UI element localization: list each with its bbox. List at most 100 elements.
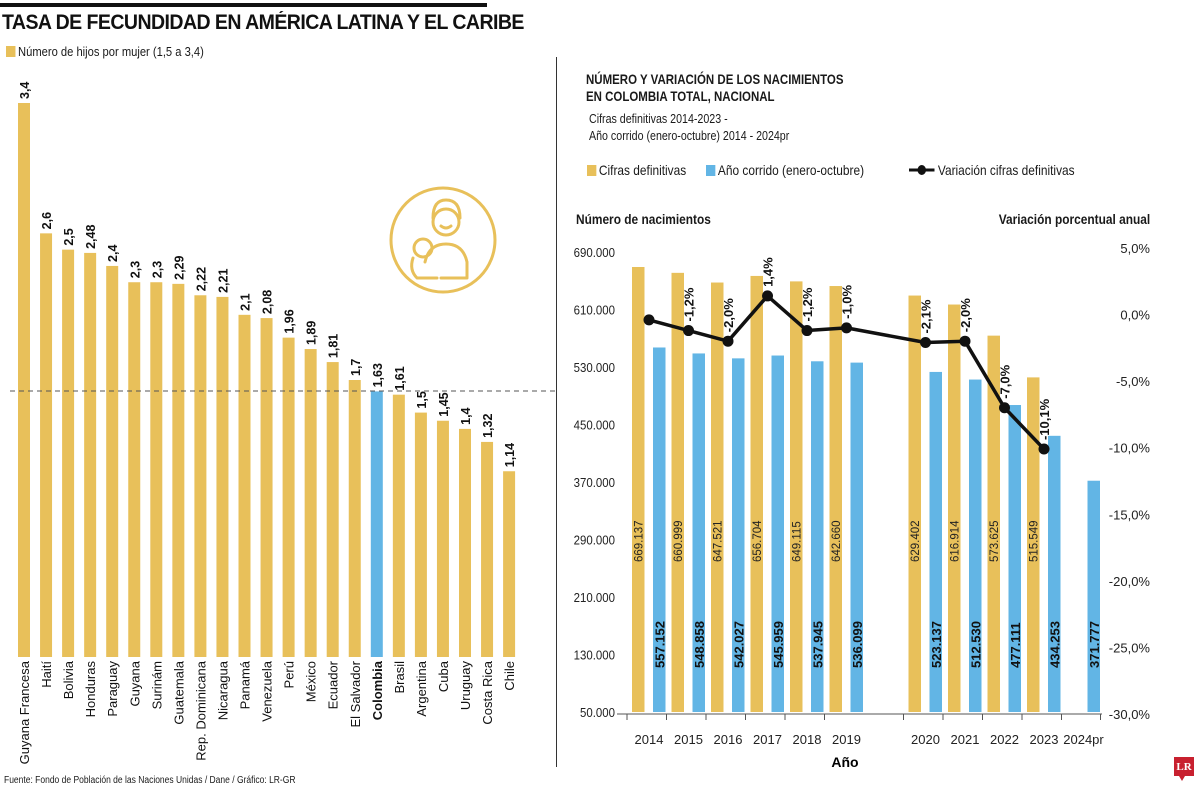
country-label: Guyana (127, 660, 142, 706)
legend-label-ano-corrido: Año corrido (enero-octubre) (717, 162, 865, 178)
country-label: Rep. Dominicana (193, 660, 208, 760)
left-axis-tick: 690.000 (574, 245, 616, 260)
fertility-value-label: 1,63 (371, 363, 385, 387)
x-tick-label: 2016 (714, 732, 743, 747)
ano-corrido-bar (969, 379, 982, 712)
fertility-bar (304, 349, 317, 657)
right-axis-tick: -15,0% (1109, 507, 1151, 522)
definitivas-bar (711, 282, 724, 712)
country-label: Surinám (149, 661, 164, 709)
definitivas-bar (790, 281, 803, 712)
variation-value-label: -7,0% (998, 364, 1013, 398)
x-tick-label: 2020 (911, 732, 940, 747)
right-axis-tick: -10,0% (1109, 441, 1151, 456)
variation-point (643, 314, 655, 326)
ano-corrido-bar (811, 361, 824, 712)
ano-corrido-bar (653, 347, 666, 712)
fertility-value-label: 1,96 (283, 309, 297, 333)
left-axis-tick: 210.000 (574, 590, 616, 605)
definitivas-bar (908, 295, 921, 712)
variation-point (920, 337, 931, 349)
country-label: Perú (282, 661, 297, 688)
fertility-bar (326, 362, 339, 657)
right-axis-tick: 0,0% (1120, 308, 1150, 323)
legend-label-variacion: Variación cifras definitivas (937, 162, 1075, 178)
fertility-bar (348, 380, 361, 657)
country-label: Bolivia (61, 660, 76, 699)
fertility-bar (84, 252, 97, 657)
definitivas-bar (671, 272, 684, 712)
x-tick-label: 2024pr (1063, 732, 1104, 747)
country-label: Uruguay (458, 661, 473, 711)
variation-point (959, 335, 971, 347)
legend-swatch-blue (706, 164, 716, 176)
lr-logo: LR (1174, 757, 1194, 781)
ano-corrido-value-label: 545.959 (771, 621, 786, 668)
legend-item-definitivas: Cifras definitivas (587, 162, 686, 178)
country-label: Guyana Francesa (17, 660, 32, 764)
country-label: Venezuela (260, 660, 275, 721)
fertility-bar (216, 296, 229, 657)
fertility-bar (370, 391, 383, 657)
left-legend: Número de hijos por mujer (1,5 a 3,4) (6, 44, 204, 59)
fertility-value-label: 2,48 (84, 225, 98, 249)
definitivas-bar (750, 275, 763, 712)
variation-point (801, 325, 813, 337)
country-label: Cuba (436, 660, 451, 692)
fertility-value-label: 1,32 (481, 414, 495, 438)
x-tick-label: 2017 (753, 732, 782, 747)
variation-point (683, 325, 694, 337)
variation-value-label: -2,1% (919, 299, 934, 333)
definitivas-value-label: 669.137 (633, 520, 645, 562)
fertility-value-label: 2,08 (261, 290, 275, 314)
ano-corrido-value-label: 557.152 (652, 621, 667, 668)
country-label: México (304, 661, 319, 702)
country-label: Ecuador (326, 660, 341, 709)
right-subtitle-line1: Cifras definitivas 2014-2023 - (589, 111, 728, 126)
births-chart: 690.000 610.000 530.000 450.000 370.000 290.0… (574, 241, 1151, 770)
variation-value-label: 1,4% (761, 257, 776, 287)
legend-swatch-gold (587, 164, 597, 176)
fertility-value-label: 2,21 (216, 269, 230, 293)
variation-point (1038, 443, 1050, 455)
right-axis-title: Variación porcentual anual (998, 211, 1150, 227)
fertility-bar (18, 103, 30, 657)
right-axis-tick: -30,0% (1109, 707, 1151, 722)
fertility-value-label: 2,6 (40, 212, 54, 229)
variation-point (841, 322, 852, 334)
fertility-bar (150, 282, 163, 657)
fertility-value-label: 1,81 (327, 334, 341, 358)
legend-line-marker-icon (909, 165, 935, 175)
fertility-chart: 3,4 Guyana Francesa 2,6 Haití 2,5 Bolivia 2,48… (10, 82, 556, 764)
ano-corrido-bar (850, 362, 863, 712)
country-label: Haití (39, 661, 54, 688)
country-label: Paraguay (105, 661, 120, 717)
ano-corrido-value-label: 477.111 (1008, 622, 1023, 668)
left-axis-title: Número de nacimientos (576, 211, 711, 227)
variation-point (762, 290, 773, 302)
right-chart-title: NÚMERO Y VARIACIÓN DE LOS NACIMIENTOS EN… (586, 71, 843, 105)
left-axis-tick: 610.000 (574, 303, 616, 318)
ano-corrido-value-label: 512.530 (968, 621, 983, 668)
fertility-bar (62, 249, 75, 657)
right-axis-tick: -25,0% (1109, 640, 1151, 655)
section-divider (556, 57, 557, 767)
ano-corrido-value-label: 434.253 (1047, 621, 1062, 668)
definitivas-value-label: 647.521 (712, 520, 724, 562)
definitivas-value-label: 660.999 (673, 520, 685, 562)
variation-line (648, 294, 1046, 451)
x-tick-label: 2014 (635, 732, 664, 747)
country-label: Argentina (414, 660, 429, 716)
definitivas-value-label: 616.914 (949, 520, 961, 562)
left-axis-tick: 290.000 (574, 533, 616, 548)
fertility-bar (128, 282, 141, 657)
variation-point (999, 402, 1010, 414)
fertility-value-label: 1,61 (393, 366, 407, 390)
ano-corrido-bar (771, 355, 784, 712)
x-tick-label: 2015 (674, 732, 703, 747)
fertility-value-label: 1,5 (415, 391, 429, 408)
fertility-bar (436, 420, 449, 657)
source-note: Fuente: Fondo de Población de las Nacion… (4, 775, 296, 786)
fertility-bar (106, 265, 119, 657)
mother-with-baby-icon (389, 186, 497, 294)
